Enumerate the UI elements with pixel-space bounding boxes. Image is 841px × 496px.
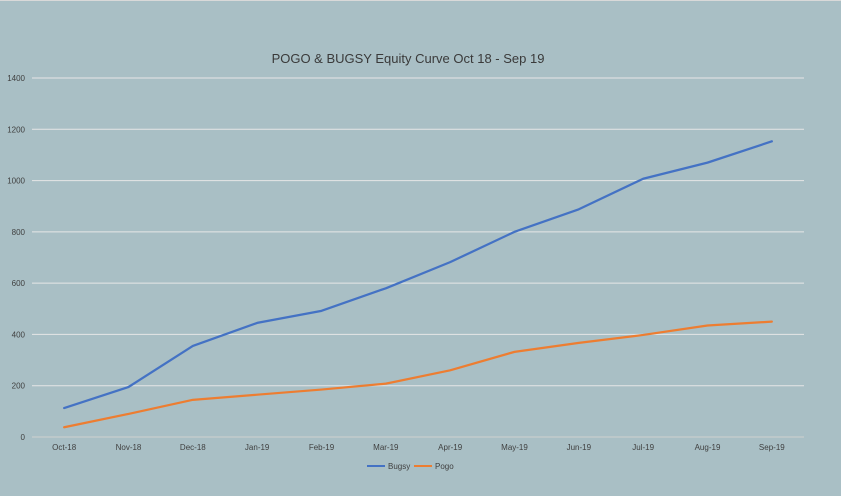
y-tick-label: 0 [21, 433, 26, 442]
y-tick-label: 1200 [7, 125, 25, 134]
x-tick-label: May-19 [501, 443, 528, 452]
chart-title: POGO & BUGSY Equity Curve Oct 18 - Sep 1… [272, 51, 545, 66]
legend-item-bugsy: Bugsy [367, 462, 410, 471]
series-line-bugsy [63, 140, 773, 410]
legend: Bugsy Pogo [367, 462, 454, 471]
gridlines [32, 77, 804, 438]
series-lines [63, 140, 773, 429]
legend-item-pogo: Pogo [414, 462, 454, 471]
y-tick-label: 400 [12, 330, 26, 339]
x-tick-label: Oct-18 [52, 443, 77, 452]
x-axis-ticks: Oct-18 Nov-18 Dec-18 Jan-19 Feb-19 Mar-19 Apr-… [52, 443, 785, 452]
series-line-pogo [63, 320, 773, 429]
legend-label: Pogo [435, 462, 454, 471]
x-tick-label: Jul-19 [632, 443, 654, 452]
x-tick-label: Apr-19 [438, 443, 463, 452]
y-tick-label: 1400 [7, 74, 25, 83]
legend-label: Bugsy [388, 462, 410, 471]
x-tick-label: Aug-19 [695, 443, 721, 452]
x-tick-label: Dec-18 [180, 443, 206, 452]
x-tick-label: Jan-19 [245, 443, 270, 452]
y-tick-label: 200 [12, 382, 26, 391]
x-tick-label: Sep-19 [759, 443, 785, 452]
y-tick-label: 1000 [7, 177, 25, 186]
x-tick-label: Mar-19 [373, 443, 399, 452]
x-tick-label: Jun-19 [567, 443, 592, 452]
x-tick-label: Nov-18 [116, 443, 142, 452]
x-tick-label: Feb-19 [309, 443, 335, 452]
y-tick-label: 800 [12, 228, 26, 237]
y-axis-ticks: 0 200 400 600 800 1000 1200 1400 [7, 74, 25, 442]
y-tick-label: 600 [12, 279, 26, 288]
